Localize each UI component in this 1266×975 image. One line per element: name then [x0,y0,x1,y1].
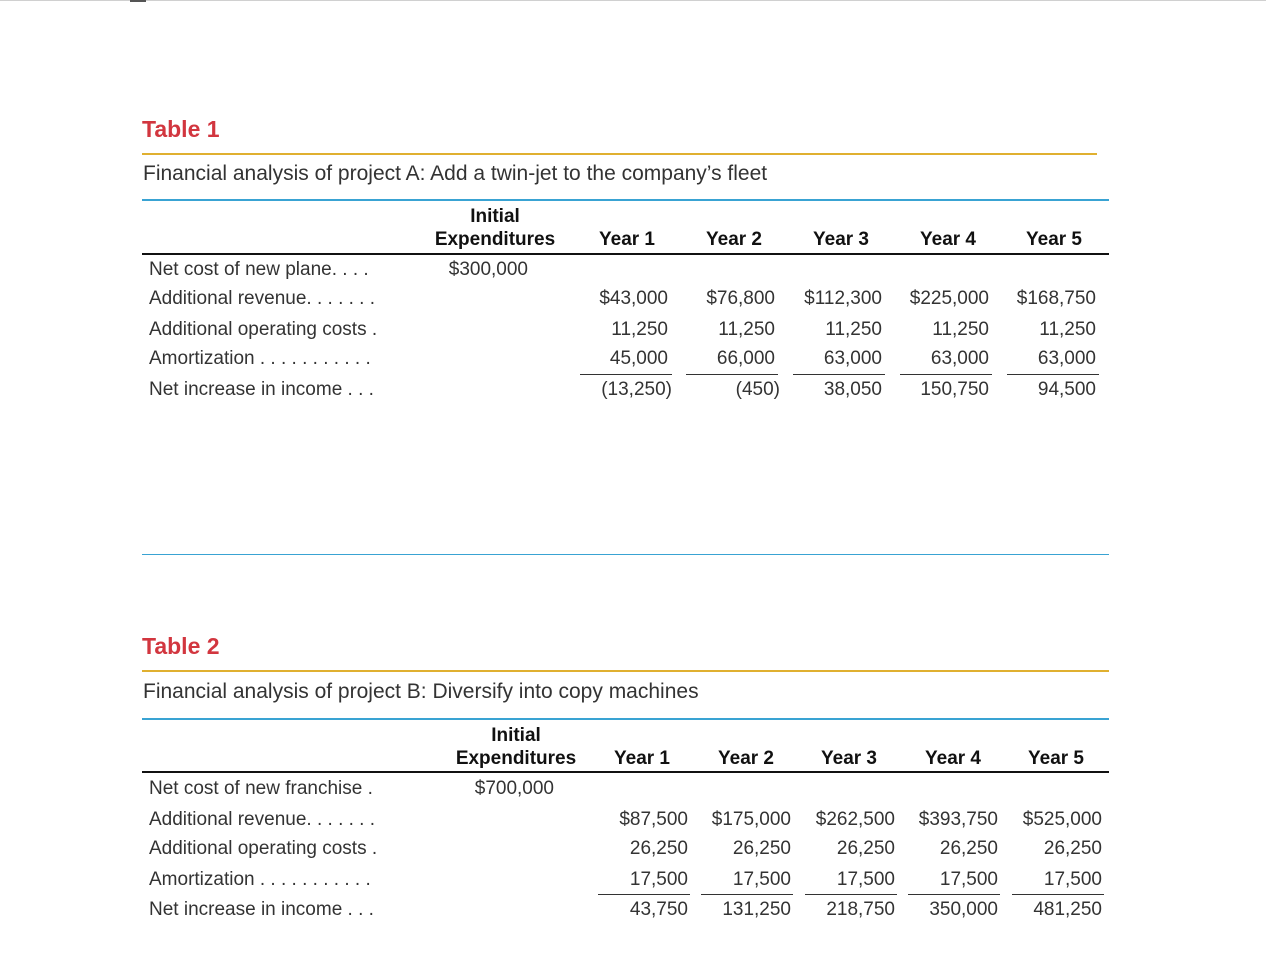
table-1-header-year-3: Year 3 [813,229,869,250]
table-1-header-rule [142,253,1109,255]
table-2-header-year-3: Year 3 [821,748,877,769]
value-year-2: 66,000 [716,348,775,369]
table-2-header-rule [142,771,1109,773]
table-2-gold-rule [142,670,1109,672]
page-corner-mark [130,0,146,2]
value-year-2: 11,250 [718,319,775,340]
value-year-1: 26,250 [629,838,688,859]
value-year-5: $168,750 [1016,288,1096,309]
value-year-4: 11,250 [932,319,989,340]
row-label: Net cost of new plane. . . . [149,259,369,280]
value-year-3: 63,000 [823,348,882,369]
table-1-header-expenditures: Expenditures [434,229,556,250]
value-year-5: 17,500 [1043,869,1102,890]
value-year-5: 26,250 [1043,838,1102,859]
value-year-2: $76,800 [706,288,775,309]
row-label: Additional operating costs . [149,838,378,859]
value-year-3: 17,500 [836,869,895,890]
value-year-5: 94,500 [1037,379,1096,400]
table-1-header-year-1: Year 1 [599,229,655,250]
sum-underline [900,374,992,375]
table-1-blue-rule [142,199,1109,201]
value-year-1: 17,500 [629,869,688,890]
sum-underline [908,894,1000,895]
table-1-header-initial: Initial [470,206,520,227]
sum-underline [805,894,897,895]
sum-underline [1007,374,1099,375]
page-top-border [0,0,1266,1]
table-1-header-year-5: Year 5 [1026,229,1082,250]
table-2-label: Table 2 [142,633,220,659]
sum-underline [598,894,690,895]
value-year-1: $87,500 [619,809,688,830]
value-year-4: 150,750 [920,379,989,400]
value-year-2: 26,250 [732,838,791,859]
sum-underline [580,374,672,375]
table-2-header-year-5: Year 5 [1028,748,1084,769]
value-year-1: 45,000 [609,348,668,369]
row-label: Amortization . . . . . . . . . . . [149,869,371,890]
table-1-caption: Financial analysis of project A: Add a t… [143,162,768,185]
row-label: Net increase in income . . . [149,379,374,400]
sum-underline [1012,894,1104,895]
initial-expenditure-value: $700,000 [474,778,554,799]
table-2-header-expenditures: Expenditures [455,748,577,769]
table-1-header-year-2: Year 2 [706,229,762,250]
value-year-3: 38,050 [823,379,882,400]
value-year-2: 17,500 [732,869,791,890]
value-year-2: $175,000 [711,809,791,830]
row-label: Additional revenue. . . . . . . [149,809,376,830]
value-year-4: $393,750 [918,809,998,830]
table-2-header-initial: Initial [491,725,541,746]
table-1-gold-rule [142,153,1097,155]
sum-underline [686,374,778,375]
value-year-2: 131,250 [722,899,791,920]
value-year-4: 63,000 [930,348,989,369]
row-label: Additional revenue. . . . . . . [149,288,376,309]
sum-underline [701,894,793,895]
table-1-label: Table 1 [142,116,220,142]
row-label: Net cost of new franchise . [149,778,373,799]
table-2-caption: Financial analysis of project B: Diversi… [143,680,699,703]
value-year-1: 43,750 [629,899,688,920]
value-year-5: $525,000 [1022,809,1102,830]
value-year-1: (13,250) [601,379,672,400]
sum-underline [793,374,885,375]
section-divider [142,554,1109,555]
table-2-header-year-2: Year 2 [718,748,774,769]
value-year-1: 11,250 [611,319,668,340]
row-label: Net increase in income . . . [149,899,374,920]
row-label: Amortization . . . . . . . . . . . [149,348,371,369]
table-1-header-year-4: Year 4 [920,229,976,250]
value-year-5: 481,250 [1033,899,1102,920]
value-year-3: 11,250 [825,319,882,340]
value-year-2: (450) [735,379,780,400]
value-year-3: $112,300 [804,288,882,309]
value-year-3: 218,750 [826,899,895,920]
row-label: Additional operating costs . [149,319,378,340]
value-year-4: 17,500 [939,869,998,890]
value-year-1: $43,000 [599,288,668,309]
table-2-header-year-4: Year 4 [925,748,981,769]
value-year-3: 26,250 [836,838,895,859]
table-2-header-year-1: Year 1 [614,748,670,769]
value-year-3: $262,500 [815,809,895,830]
value-year-5: 11,250 [1039,319,1096,340]
table-2-blue-rule [142,718,1109,720]
value-year-4: 350,000 [929,899,998,920]
initial-expenditure-value: $300,000 [448,259,528,280]
value-year-4: 26,250 [939,838,998,859]
value-year-5: 63,000 [1037,348,1096,369]
value-year-4: $225,000 [909,288,989,309]
